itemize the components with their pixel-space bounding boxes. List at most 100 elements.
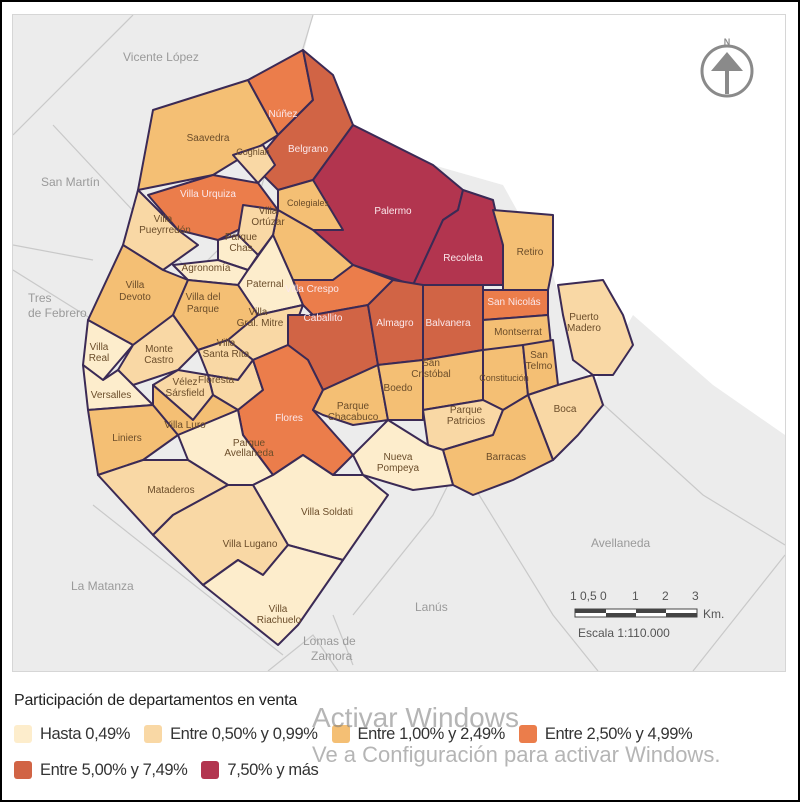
svg-text:Villa Lugano: Villa Lugano: [223, 539, 278, 550]
label-lomas-1: Lomas de: [303, 634, 356, 648]
region-coghlan: [232, 144, 276, 184]
svg-text:Agronomía: Agronomía: [182, 263, 231, 274]
svg-text:1 0,5 0: 1 0,5 0: [570, 589, 607, 603]
svg-text:Real: Real: [89, 353, 110, 364]
svg-text:Flores: Flores: [275, 413, 303, 424]
swatch-class-1: [14, 725, 32, 743]
svg-text:Saavedra: Saavedra: [187, 133, 230, 144]
label-lomas-2: Zamora: [311, 649, 353, 663]
swatch-class-3: [331, 725, 350, 743]
legend-item-7-50-mas: 7,50% y más: [201, 761, 319, 780]
svg-text:Avellaneda: Avellaneda: [224, 448, 274, 459]
region-puerto-madero: [557, 279, 634, 376]
svg-text:Liniers: Liniers: [112, 433, 141, 444]
choropleth-map: Vicente López San Martín Tres de Febrero…: [12, 14, 786, 672]
svg-text:Recoleta: Recoleta: [443, 253, 483, 264]
label-san-martin: San Martín: [41, 175, 100, 189]
legend-item-0-50-0-99: Entre 0,50% y 0,99%: [144, 725, 318, 744]
region-boedo: [377, 359, 424, 421]
svg-text:Villa: Villa: [249, 307, 268, 318]
svg-text:Pompeya: Pompeya: [377, 463, 420, 474]
svg-text:Villa: Villa: [269, 604, 288, 615]
svg-text:Escala 1:110.000: Escala 1:110.000: [578, 626, 670, 640]
label-lanus: Lanús: [415, 600, 448, 614]
scale-bar: 1 0,5 0 1 2 3 Km. Escala 1:110.000: [570, 589, 724, 640]
legend-item-1-00-2-49: Entre 1,00% y 2,49%: [331, 725, 505, 744]
svg-text:Caballito: Caballito: [304, 313, 343, 324]
svg-text:Villa: Villa: [154, 214, 173, 225]
map-canvas: Vicente López San Martín Tres de Febrero…: [13, 15, 785, 671]
svg-text:Devoto: Devoto: [119, 292, 151, 303]
svg-text:Chas: Chas: [229, 243, 252, 254]
svg-text:Puerto: Puerto: [569, 312, 599, 323]
label-vicente-lopez: Vicente López: [123, 50, 199, 64]
label-tres-de-febrero-2: de Febrero: [28, 306, 87, 320]
svg-text:Vélez: Vélez: [172, 377, 197, 388]
svg-text:N: N: [724, 37, 731, 47]
svg-text:Riachuelo: Riachuelo: [257, 615, 302, 626]
svg-text:Ortúzar: Ortúzar: [251, 217, 285, 228]
svg-text:Barracas: Barracas: [486, 452, 526, 463]
label-tres-de-febrero-1: Tres: [28, 291, 52, 305]
svg-text:San: San: [530, 350, 548, 361]
svg-text:Patricios: Patricios: [447, 416, 485, 427]
svg-text:Pueyrredón: Pueyrredón: [139, 225, 191, 236]
svg-text:Colegiales: Colegiales: [287, 198, 330, 208]
svg-text:Km.: Km.: [703, 607, 724, 621]
svg-text:Retiro: Retiro: [517, 247, 544, 258]
svg-text:Santa Rita: Santa Rita: [203, 349, 250, 360]
svg-text:Parque: Parque: [450, 405, 483, 416]
svg-text:Villa: Villa: [126, 280, 145, 291]
svg-text:Boca: Boca: [554, 404, 577, 415]
region-villa-riachuelo: [202, 544, 344, 646]
region-nueva-pompeya: [352, 419, 454, 491]
swatch-class-6: [201, 761, 220, 779]
svg-text:Palermo: Palermo: [374, 206, 412, 217]
region-barracas: [442, 394, 554, 496]
region-liniers: [87, 404, 179, 476]
legend-item-2-50-4-99: Entre 2,50% y 4,99%: [518, 725, 693, 744]
svg-text:Cristóbal: Cristóbal: [411, 369, 450, 380]
svg-text:Almagro: Almagro: [376, 318, 414, 329]
legend-item-5-00-7-49: Entre 5,00% y 7,49%: [14, 761, 188, 780]
swatch-class-2: [144, 725, 163, 743]
svg-text:Núñez: Núñez: [269, 109, 298, 120]
swatch-class-4: [518, 725, 537, 743]
svg-text:Paternal: Paternal: [246, 279, 283, 290]
svg-text:Coghlan: Coghlan: [236, 147, 270, 157]
legend-item-hasta-0-49: Hasta 0,49%: [14, 725, 130, 744]
svg-text:Parque: Parque: [187, 304, 220, 315]
svg-text:Castro: Castro: [144, 355, 174, 366]
svg-text:Villa Crespo: Villa Crespo: [285, 284, 339, 295]
region-colegiales: [277, 179, 344, 231]
svg-text:Parque: Parque: [337, 401, 370, 412]
svg-text:Villa: Villa: [90, 342, 109, 353]
legend-title: Participación de departamentos en venta: [14, 692, 298, 709]
svg-text:Belgrano: Belgrano: [288, 144, 328, 155]
svg-text:Villa del: Villa del: [186, 292, 221, 303]
svg-text:San: San: [422, 358, 440, 369]
svg-text:Nueva: Nueva: [384, 452, 413, 463]
svg-text:1: 1: [632, 589, 639, 603]
svg-text:Sársfield: Sársfield: [166, 388, 205, 399]
svg-text:Gral. Mitre: Gral. Mitre: [237, 318, 284, 329]
north-arrow-icon: N: [700, 37, 754, 98]
legend: Participación de departamentos en venta …: [14, 692, 794, 796]
svg-text:Parque: Parque: [225, 232, 258, 243]
svg-text:Montserrat: Montserrat: [494, 327, 542, 338]
region-villa-pueyrredon: [122, 189, 199, 271]
svg-text:Villa Urquiza: Villa Urquiza: [180, 189, 236, 200]
svg-text:Parque: Parque: [233, 438, 266, 449]
swatch-class-5: [14, 761, 32, 779]
svg-text:Floresta: Floresta: [198, 375, 235, 386]
svg-text:San Nicolás: San Nicolás: [487, 297, 540, 308]
svg-text:2: 2: [662, 589, 669, 603]
svg-text:Versalles: Versalles: [91, 390, 132, 401]
legend-row-2: Entre 5,00% y 7,49% 7,50% y más: [14, 760, 794, 780]
label-la-matanza: La Matanza: [71, 579, 134, 593]
svg-text:Boedo: Boedo: [384, 383, 413, 394]
svg-text:Villa Luro: Villa Luro: [164, 420, 206, 431]
svg-text:Telmo: Telmo: [526, 361, 553, 372]
svg-text:Mataderos: Mataderos: [147, 485, 194, 496]
